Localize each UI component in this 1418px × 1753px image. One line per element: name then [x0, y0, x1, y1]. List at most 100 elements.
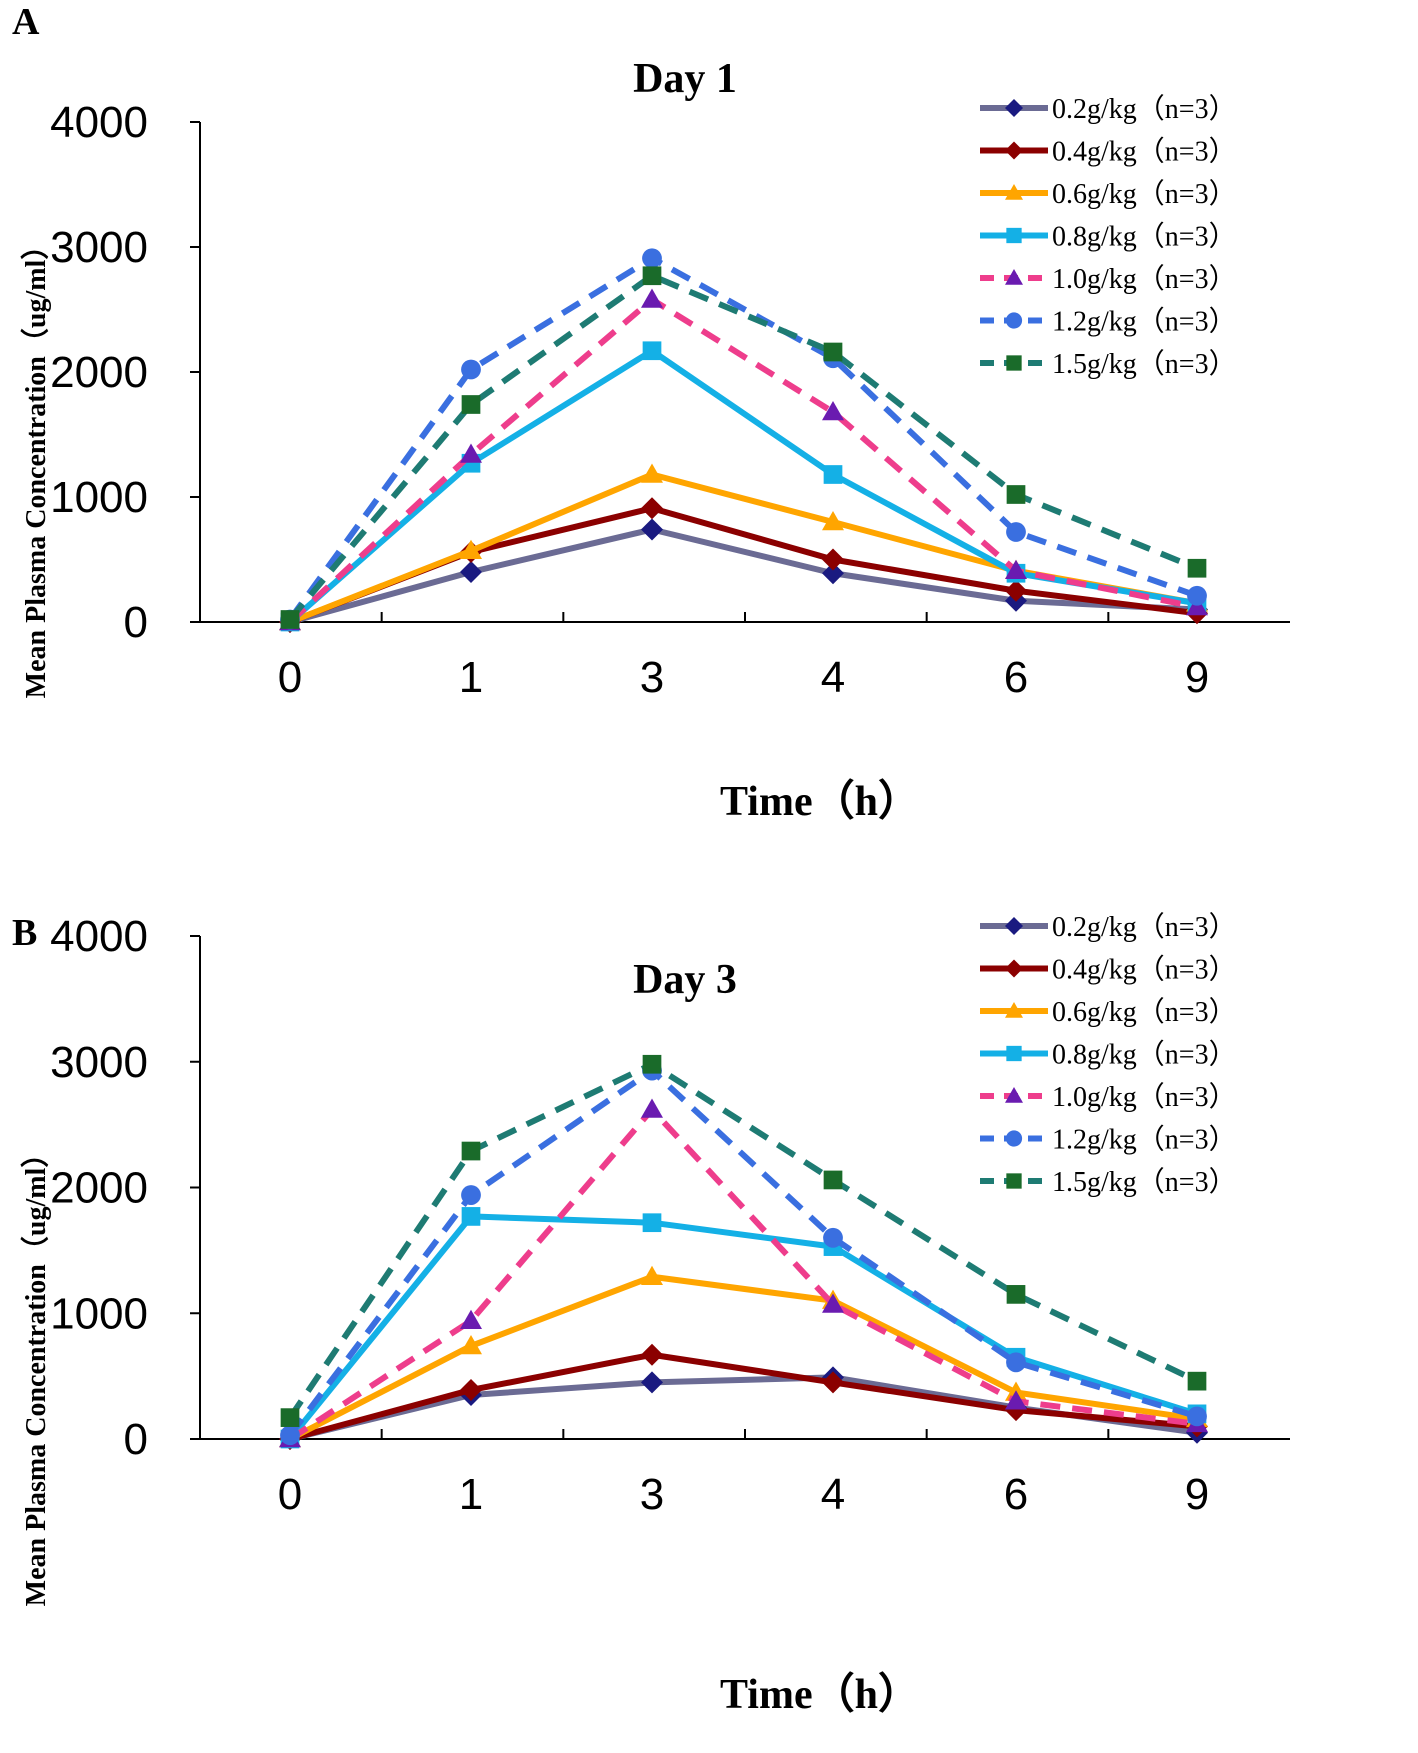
- series-5: [280, 1060, 1207, 1446]
- data-point: [1006, 1352, 1026, 1373]
- legend-marker: [1005, 1002, 1023, 1018]
- legend-label: 0.6g/kg（n=3）: [1052, 178, 1237, 210]
- legend-marker: [1005, 959, 1023, 978]
- legend-label: 1.0g/kg（n=3）: [1052, 263, 1237, 295]
- legend-item: 0.2g/kg（n=3）: [980, 93, 1237, 125]
- x-axis-label: Time（h）: [720, 778, 920, 825]
- x-tick-label: 6: [1004, 1470, 1028, 1519]
- legend-item: 1.5g/kg（n=3）: [980, 1166, 1237, 1198]
- legend-item: 1.2g/kg（n=3）: [980, 1124, 1237, 1156]
- x-tick-label: 3: [640, 1470, 664, 1519]
- data-point: [823, 342, 843, 362]
- x-tick-label: 0: [278, 1470, 302, 1519]
- x-tick-label: 4: [821, 1470, 845, 1519]
- data-point: [641, 1265, 663, 1286]
- data-point: [823, 1170, 843, 1190]
- legend-label: 0.4g/kg（n=3）: [1052, 136, 1237, 168]
- data-point: [823, 465, 843, 484]
- series-line: [287, 1067, 1198, 1438]
- series-line: [289, 1351, 1198, 1442]
- data-point: [823, 1227, 843, 1248]
- legend-label: 0.6g/kg（n=3）: [1052, 996, 1237, 1028]
- series-line: [288, 1273, 1198, 1442]
- data-point: [1187, 1371, 1207, 1391]
- data-point: [641, 463, 663, 483]
- legend-item: 0.8g/kg（n=3）: [980, 221, 1237, 253]
- data-point: [822, 1293, 844, 1313]
- legend-marker: [1006, 227, 1022, 244]
- series-line: [287, 1061, 1199, 1420]
- data-point: [460, 561, 482, 583]
- series-line: [287, 272, 1199, 622]
- data-point: [641, 288, 663, 308]
- series-line: [287, 255, 1198, 622]
- legend-label: 1.2g/kg（n=3）: [1052, 1124, 1237, 1156]
- legend-label: 0.2g/kg（n=3）: [1052, 93, 1237, 125]
- data-point: [642, 266, 662, 286]
- series-1: [279, 497, 1208, 633]
- series-4: [279, 288, 1208, 631]
- data-point: [461, 359, 481, 380]
- chart-panel-b: B Day 3 Mean Plasma Concentration（ug/ml）…: [0, 893, 1418, 1753]
- series-6: [280, 1054, 1207, 1427]
- data-point: [1187, 558, 1207, 578]
- data-point: [822, 401, 844, 421]
- data-point: [1006, 1285, 1026, 1304]
- y-tick-label: 0: [124, 598, 148, 647]
- data-point: [641, 497, 663, 520]
- data-point: [641, 1371, 663, 1394]
- legend-item: 1.2g/kg（n=3）: [980, 306, 1237, 338]
- legend-label: 1.5g/kg（n=3）: [1052, 348, 1237, 380]
- x-tick-label: 1: [459, 653, 483, 702]
- data-point: [642, 248, 662, 269]
- legend-marker: [1006, 355, 1022, 371]
- plot-area: [279, 1054, 1208, 1450]
- data-point: [460, 443, 482, 463]
- data-point: [1006, 485, 1026, 504]
- chart-title: Day 3: [633, 957, 737, 1003]
- legend-item: 1.0g/kg（n=3）: [980, 263, 1237, 295]
- data-point: [1187, 585, 1207, 606]
- data-point: [822, 511, 844, 531]
- data-point: [461, 395, 481, 414]
- data-point: [1005, 1390, 1027, 1410]
- legend-marker: [1005, 141, 1023, 160]
- chart-day1: A Day 1 Mean Plasma Concentration（ug/ml）…: [12, 1, 1290, 825]
- series-1: [279, 1343, 1208, 1450]
- panel-label: B: [12, 912, 37, 954]
- data-point: [461, 1141, 481, 1161]
- data-point: [822, 562, 844, 585]
- data-point: [280, 610, 300, 629]
- x-tick-label: 9: [1185, 1470, 1209, 1519]
- series-line: [288, 1106, 1198, 1442]
- data-point: [641, 1343, 663, 1366]
- legend-label: 0.2g/kg（n=3）: [1052, 911, 1237, 943]
- data-point: [1005, 559, 1027, 579]
- legend-item: 0.6g/kg（n=3）: [980, 996, 1237, 1028]
- data-point: [822, 1371, 844, 1394]
- legend-item: 0.4g/kg（n=3）: [980, 954, 1237, 986]
- x-tick-label: 0: [278, 653, 302, 702]
- data-point: [460, 539, 482, 559]
- legend-item: 0.8g/kg（n=3）: [980, 1039, 1237, 1071]
- legend-item: 1.0g/kg（n=3）: [980, 1081, 1237, 1113]
- data-point: [460, 1334, 482, 1355]
- x-tick-label: 3: [640, 653, 664, 702]
- y-tick-label: 1000: [50, 1289, 148, 1338]
- x-tick-label: 6: [1004, 653, 1028, 702]
- legend-marker: [1005, 99, 1023, 117]
- data-point: [461, 1207, 481, 1226]
- data-point: [1187, 1406, 1207, 1427]
- x-tick-label: 4: [821, 653, 845, 702]
- data-point: [460, 1378, 482, 1401]
- chart-day3: B Day 3 Mean Plasma Concentration（ug/ml）…: [12, 911, 1290, 1718]
- data-point: [822, 548, 844, 571]
- chart-title: Day 1: [633, 56, 737, 102]
- data-point: [461, 1185, 481, 1205]
- data-point: [280, 1425, 300, 1446]
- x-tick-label: 1: [459, 1470, 483, 1519]
- y-tick-label: 3000: [50, 223, 148, 272]
- series-6: [280, 266, 1207, 629]
- legend-item: 0.2g/kg（n=3）: [980, 911, 1237, 943]
- data-point: [642, 1054, 662, 1074]
